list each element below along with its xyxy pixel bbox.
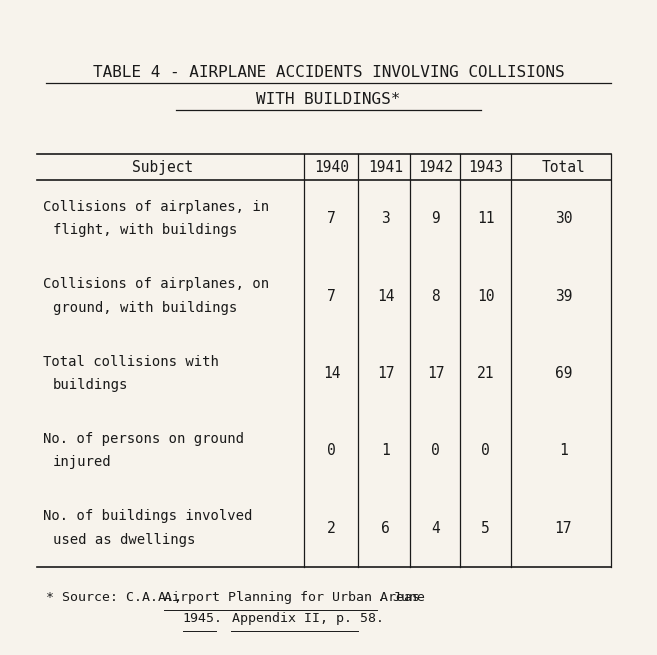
Text: 17: 17 <box>377 366 394 381</box>
Text: TABLE 4 - AIRPLANE ACCIDENTS INVOLVING COLLISIONS: TABLE 4 - AIRPLANE ACCIDENTS INVOLVING C… <box>93 65 564 79</box>
Text: 14: 14 <box>323 366 340 381</box>
Text: 17: 17 <box>555 521 572 536</box>
Text: 5: 5 <box>481 521 490 536</box>
Text: buildings: buildings <box>53 378 128 392</box>
Text: 3: 3 <box>381 211 390 226</box>
Text: 21: 21 <box>477 366 494 381</box>
Text: used as dwellings: used as dwellings <box>53 533 195 547</box>
Text: 1942: 1942 <box>418 160 453 175</box>
Text: Total collisions with: Total collisions with <box>43 355 219 369</box>
Text: 11: 11 <box>477 211 494 226</box>
Text: WITH BUILDINGS*: WITH BUILDINGS* <box>256 92 401 107</box>
Text: . June: . June <box>377 591 425 605</box>
Text: 17: 17 <box>427 366 444 381</box>
Text: Collisions of airplanes, on: Collisions of airplanes, on <box>43 278 269 291</box>
Text: 39: 39 <box>555 289 572 303</box>
Text: 30: 30 <box>555 211 572 226</box>
Text: 69: 69 <box>555 366 572 381</box>
Text: Airport Planning for Urban Areas: Airport Planning for Urban Areas <box>164 591 420 605</box>
Text: 10: 10 <box>477 289 494 303</box>
Text: Subject: Subject <box>133 160 194 175</box>
Text: * Source: C.A.A.,: * Source: C.A.A., <box>47 591 191 605</box>
Text: 1941: 1941 <box>368 160 403 175</box>
Text: No. of buildings involved: No. of buildings involved <box>43 510 252 523</box>
Text: 1943: 1943 <box>468 160 503 175</box>
Text: 8: 8 <box>431 289 440 303</box>
Text: 7: 7 <box>327 289 336 303</box>
Text: Total: Total <box>541 160 585 175</box>
Text: 1: 1 <box>559 443 568 458</box>
Text: flight, with buildings: flight, with buildings <box>53 223 237 237</box>
Text: injured: injured <box>53 455 112 470</box>
Text: No. of persons on ground: No. of persons on ground <box>43 432 244 446</box>
Text: 1945.: 1945. <box>183 612 223 625</box>
Text: 7: 7 <box>327 211 336 226</box>
Text: Collisions of airplanes, in: Collisions of airplanes, in <box>43 200 269 214</box>
Text: 1: 1 <box>381 443 390 458</box>
Text: 6: 6 <box>381 521 390 536</box>
Text: 4: 4 <box>431 521 440 536</box>
Text: Appendix II, p. 58.: Appendix II, p. 58. <box>216 612 384 625</box>
Text: 0: 0 <box>481 443 490 458</box>
Text: 0: 0 <box>431 443 440 458</box>
Text: 2: 2 <box>327 521 336 536</box>
Text: 9: 9 <box>431 211 440 226</box>
Text: 14: 14 <box>377 289 394 303</box>
Text: 1940: 1940 <box>314 160 350 175</box>
Text: ground, with buildings: ground, with buildings <box>53 301 237 314</box>
Text: 0: 0 <box>327 443 336 458</box>
